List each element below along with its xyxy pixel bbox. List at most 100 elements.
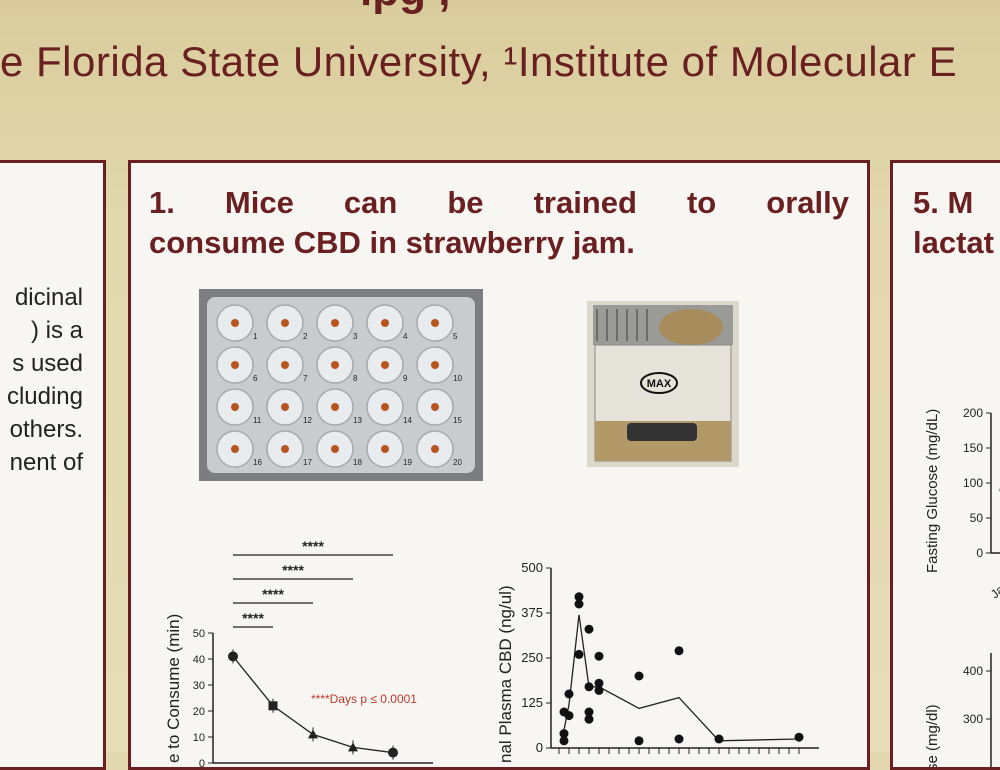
jam-dot	[431, 445, 439, 453]
data-point	[269, 701, 278, 710]
significance-annotation: ****Days p ≤ 0.0001	[311, 692, 417, 706]
jam-dot	[331, 445, 339, 453]
y-tick-label: 375	[521, 605, 543, 620]
panel-1-heading-line2: consume CBD in strawberry jam.	[149, 225, 635, 260]
left-text-line: nent of	[7, 446, 83, 479]
well-label: 3	[353, 332, 358, 341]
data-point	[228, 651, 238, 661]
mean-line	[564, 615, 799, 741]
panel-5-heading-line1: 5. M	[913, 183, 994, 223]
data-point	[575, 592, 584, 601]
poster-title-fragment: ipg ,	[360, 0, 1000, 16]
panel-1: 1. Mice can be trained to orally consume…	[128, 160, 870, 770]
jam-dot	[281, 361, 289, 369]
well-label: 7	[303, 374, 308, 383]
y-tick-label: 500	[521, 560, 543, 575]
y-axis-label: Fasting Glucose (mg/dL)	[924, 409, 941, 573]
y-tick-label: 0	[976, 546, 983, 560]
well-label: 17	[303, 458, 312, 467]
y-tick-label: 250	[521, 650, 543, 665]
jam-dot	[331, 319, 339, 327]
significance-stars: ****	[282, 562, 304, 578]
jam-dot	[231, 319, 239, 327]
well-label: 20	[453, 458, 462, 467]
mouse-cage-photo: MAX	[587, 301, 739, 467]
y-tick-label: 150	[963, 441, 983, 455]
cage-label: MAX	[647, 378, 672, 390]
data-point	[560, 729, 569, 738]
y-tick-label: 40	[193, 654, 205, 666]
y-axis-label: se (mg/dl)	[924, 704, 941, 770]
jam-dot	[381, 361, 389, 369]
data-point	[565, 690, 574, 699]
y-tick-label: 300	[963, 712, 983, 726]
well-label: 10	[453, 374, 462, 383]
well-label: 19	[403, 458, 412, 467]
jam-dot	[431, 361, 439, 369]
jam-dot	[381, 403, 389, 411]
data-point	[635, 672, 644, 681]
well-label: 15	[453, 416, 462, 425]
y-axis-label: e to Consume (min)	[164, 614, 183, 763]
data-point	[675, 646, 684, 655]
y-tick-label: 10	[193, 732, 205, 744]
well-label: 14	[403, 416, 412, 425]
jam-dot	[431, 403, 439, 411]
panel-5-heading-line2: lactat	[913, 223, 994, 263]
jam-dot	[281, 445, 289, 453]
panel-1-heading: 1. Mice can be trained to orally consume…	[149, 183, 849, 263]
y-tick-label: 125	[521, 695, 543, 710]
y-tick-label: 50	[193, 628, 205, 640]
jam-dot	[231, 445, 239, 453]
data-point	[675, 735, 684, 744]
well-label: 2	[303, 332, 308, 341]
y-tick-label: 200	[963, 406, 983, 420]
jam-dot	[381, 445, 389, 453]
data-point	[595, 679, 604, 688]
jam-dot	[431, 319, 439, 327]
y-tick-label: 50	[970, 511, 984, 525]
data-point	[585, 682, 594, 691]
jam-dot	[331, 403, 339, 411]
data-point	[308, 729, 318, 738]
y-tick-label: 0	[199, 758, 205, 770]
jam-dot	[281, 319, 289, 327]
significance-stars: ****	[242, 610, 264, 626]
poster-affiliation: e Florida State University, ¹Institute o…	[0, 38, 1000, 94]
well-label: 6	[253, 374, 258, 383]
y-tick-label: 100	[963, 476, 983, 490]
left-text-line: cluding	[7, 380, 83, 413]
left-text-line: ) is a	[7, 314, 83, 347]
jam-dot	[281, 403, 289, 411]
data-point	[595, 652, 604, 661]
well-label: 1	[253, 332, 258, 341]
y-tick-label: 400	[963, 664, 983, 678]
well-label: 4	[403, 332, 408, 341]
jam-dot	[331, 361, 339, 369]
left-panel: dicinal ) is a s used cluding others. ne…	[0, 160, 106, 770]
well-label: 16	[253, 458, 262, 467]
panel-5-heading: 5. M lactat	[913, 183, 994, 263]
well-label: 12	[303, 416, 312, 425]
well-label: 13	[353, 416, 362, 425]
y-axis-label: nal Plasma CBD (ng/ul)	[496, 585, 515, 763]
data-point	[795, 733, 804, 742]
glucose-chart-bottom: se (mg/dl) 300 400	[899, 643, 1000, 770]
data-point	[585, 708, 594, 717]
left-text-line: s used	[7, 347, 83, 380]
y-tick-label: 20	[193, 706, 205, 718]
data-point	[635, 736, 644, 745]
significance-stars: ****	[262, 586, 284, 602]
x-tick-label: Ja	[988, 582, 1000, 601]
data-point	[585, 625, 594, 634]
y-tick-label: 30	[193, 680, 205, 692]
data-point	[575, 650, 584, 659]
jam-dot	[231, 361, 239, 369]
left-text-line: dicinal	[7, 281, 83, 314]
jam-dot	[231, 403, 239, 411]
left-panel-text: dicinal ) is a s used cluding others. ne…	[7, 281, 83, 479]
jam-dot	[381, 319, 389, 327]
panel-1-heading-line1: 1. Mice can be trained to orally	[149, 183, 849, 223]
